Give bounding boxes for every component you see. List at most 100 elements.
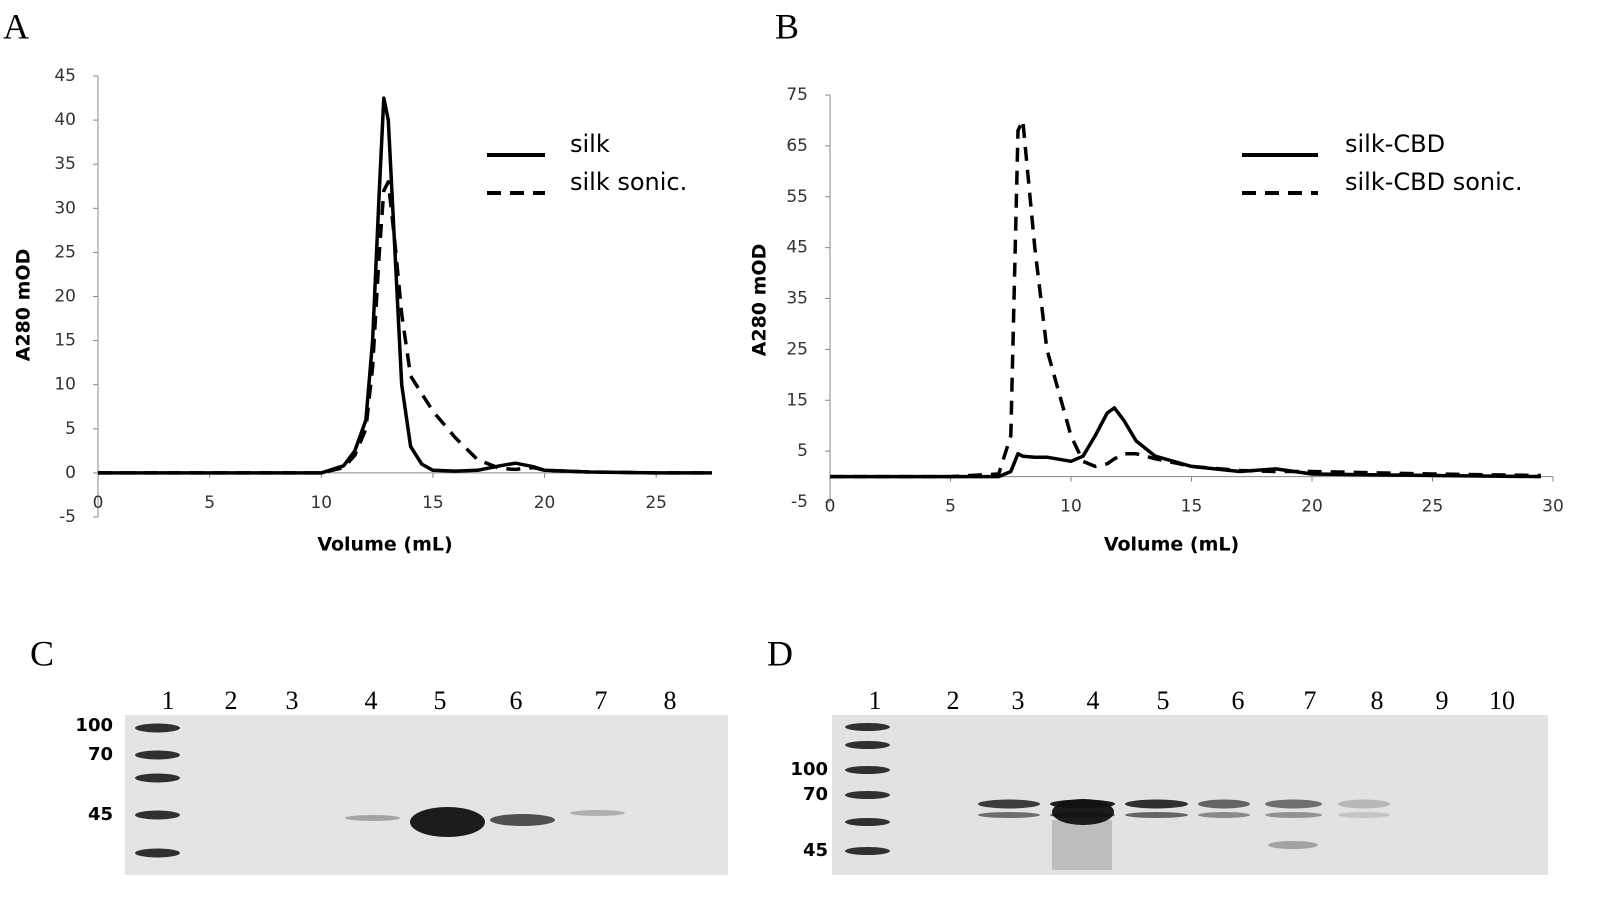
y-tick-label: -5 — [59, 507, 76, 527]
x-tick-label: 10 — [310, 493, 332, 513]
x-tick-label: 25 — [645, 493, 667, 513]
y-tick-label: -5 — [791, 492, 808, 512]
x-axis-label: Volume (mL) — [317, 534, 452, 556]
gel-smear — [1052, 820, 1112, 870]
x-tick-label: 20 — [534, 493, 556, 513]
x-tick-label: 25 — [1422, 497, 1444, 517]
y-tick-label: 30 — [54, 198, 76, 218]
y-tick-label: 25 — [786, 339, 808, 359]
lane-label: 5 — [1157, 686, 1170, 715]
gel-band — [135, 810, 180, 820]
series-line — [830, 406, 1541, 479]
gel-band — [845, 818, 890, 826]
gel-band — [135, 723, 180, 733]
y-tick-label: 35 — [786, 289, 808, 309]
gel-band — [570, 810, 625, 816]
y-tick-label: 25 — [54, 242, 76, 262]
legend-label: silk-CBD — [1345, 130, 1445, 158]
x-tick-label: 5 — [945, 497, 956, 517]
y-tick-label: 45 — [786, 238, 808, 258]
y-tick-label: 55 — [786, 187, 808, 207]
marker-label: 100 — [75, 715, 113, 736]
gel-band — [1338, 812, 1390, 818]
gel-band — [1265, 812, 1322, 818]
y-tick-label: 40 — [54, 110, 76, 130]
series-line — [98, 96, 712, 475]
x-tick-label: 20 — [1301, 497, 1323, 517]
gel-band — [1052, 799, 1114, 825]
y-axis-label: A280 mOD — [749, 244, 771, 357]
gel-band — [1338, 799, 1390, 809]
lane-label: 7 — [595, 686, 608, 715]
lane-label: 7 — [1304, 686, 1317, 715]
x-tick-label: 0 — [825, 497, 836, 517]
x-tick-label: 15 — [1181, 497, 1203, 517]
gel-band — [410, 807, 485, 837]
lane-label: 1 — [162, 686, 175, 715]
x-tick-label: 0 — [93, 493, 104, 513]
y-tick-label: 45 — [54, 66, 76, 86]
y-tick-label: 5 — [65, 419, 76, 439]
gel-band — [845, 791, 890, 799]
y-tick-label: 10 — [54, 375, 76, 395]
x-tick-label: 10 — [1060, 497, 1082, 517]
gel-band — [978, 799, 1040, 809]
lane-label: 1 — [869, 686, 882, 715]
lane-label: 2 — [225, 686, 238, 715]
gel-band — [978, 812, 1040, 818]
gel-band — [845, 847, 890, 855]
gel-band — [345, 815, 400, 821]
y-tick-label: 15 — [786, 390, 808, 410]
lane-label: 9 — [1436, 686, 1449, 715]
panel-label: D — [767, 633, 793, 673]
lane-label: 4 — [1087, 686, 1100, 715]
marker-label: 45 — [88, 804, 113, 825]
lane-label: 2 — [947, 686, 960, 715]
x-tick-label: 5 — [204, 493, 215, 513]
gel-band — [1268, 841, 1318, 849]
marker-label: 70 — [803, 784, 828, 805]
y-axis-label: A280 mOD — [13, 249, 35, 362]
y-tick-label: 65 — [786, 136, 808, 156]
legend-label: silk-CBD sonic. — [1345, 168, 1523, 196]
lane-label: 10 — [1489, 686, 1515, 715]
y-tick-label: 15 — [54, 331, 76, 351]
panel-label: A — [3, 6, 29, 46]
x-axis-label: Volume (mL) — [1104, 534, 1239, 556]
gel-band — [1125, 812, 1188, 818]
y-tick-label: 35 — [54, 154, 76, 174]
gel-band — [1125, 799, 1188, 809]
marker-label: 70 — [88, 744, 113, 765]
gel-image — [125, 715, 728, 875]
y-tick-label: 75 — [786, 85, 808, 105]
gel-band — [1198, 799, 1250, 809]
lane-label: 4 — [365, 686, 378, 715]
x-tick-label: 30 — [1542, 497, 1564, 517]
marker-label: 45 — [803, 840, 828, 861]
gel-band — [845, 766, 890, 774]
gel-band — [135, 773, 180, 783]
gel-band — [135, 750, 180, 760]
legend-label: silk — [570, 130, 610, 158]
gel-band — [1265, 799, 1322, 809]
y-tick-label: 20 — [54, 287, 76, 307]
x-tick-label: 15 — [422, 493, 444, 513]
lane-label: 3 — [1012, 686, 1025, 715]
gel-band — [490, 814, 555, 826]
lane-label: 8 — [1371, 686, 1384, 715]
series-line — [98, 180, 712, 475]
panel-label: B — [775, 6, 799, 46]
gel-band — [1198, 812, 1250, 818]
lane-label: 3 — [286, 686, 299, 715]
lane-label: 6 — [1232, 686, 1245, 715]
panel-label: C — [30, 633, 54, 673]
gel-image — [832, 715, 1548, 875]
gel-band — [845, 723, 890, 731]
gel-band — [845, 741, 890, 749]
y-tick-label: 0 — [65, 463, 76, 483]
gel-band — [135, 848, 180, 858]
lane-label: 5 — [434, 686, 447, 715]
legend-label: silk sonic. — [570, 168, 687, 196]
lane-label: 6 — [510, 686, 523, 715]
